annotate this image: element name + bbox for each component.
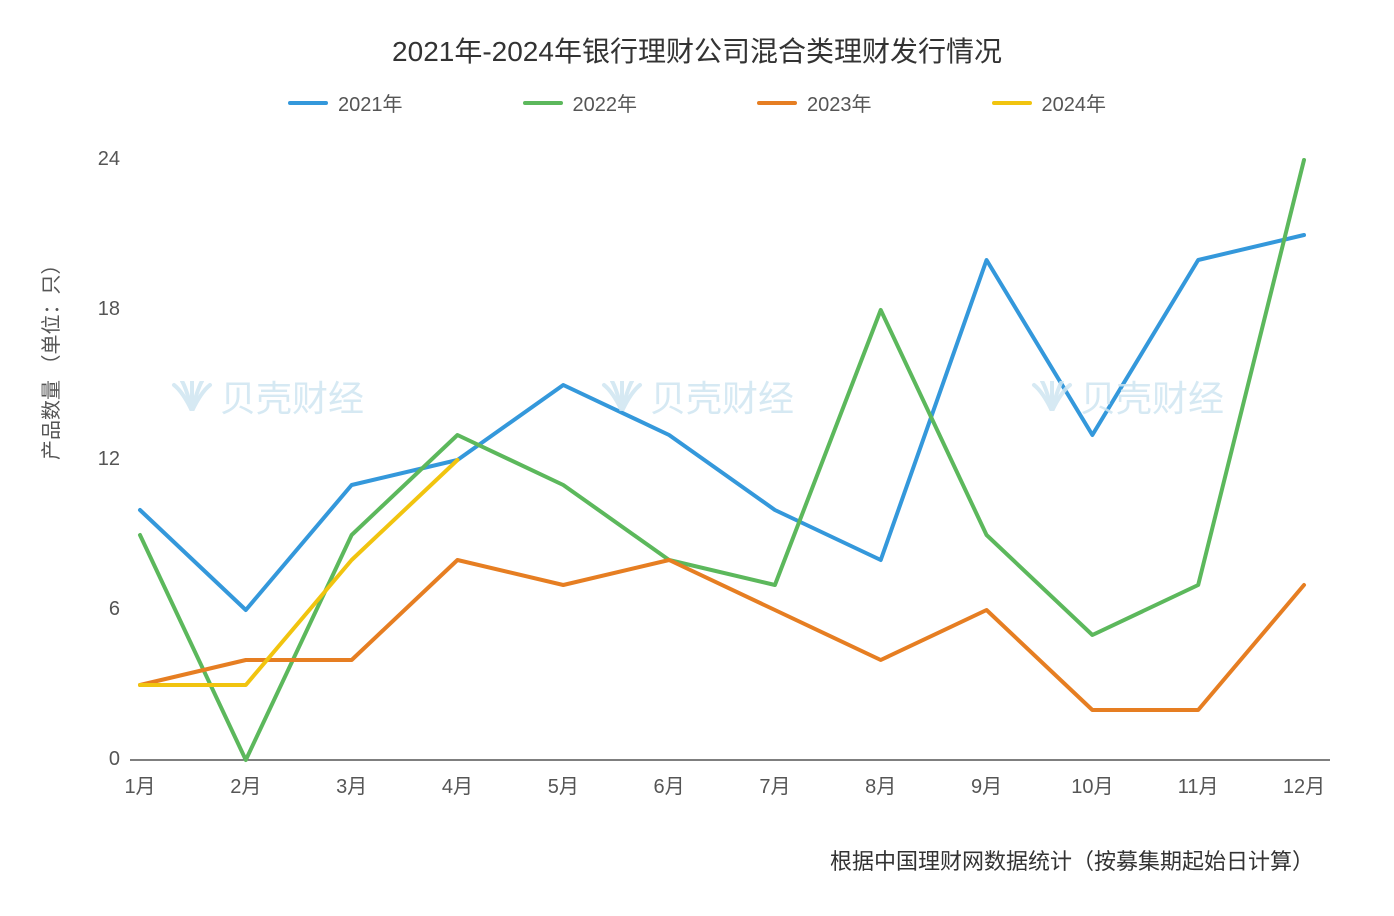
x-tick-label: 9月 bbox=[971, 770, 1002, 799]
legend-item: 2024年 bbox=[992, 88, 1107, 117]
legend-label: 2022年 bbox=[573, 88, 638, 117]
x-tick-label: 7月 bbox=[759, 770, 790, 799]
y-tick-label: 0 bbox=[80, 748, 120, 771]
legend-item: 2021年 bbox=[288, 88, 403, 117]
legend-label: 2021年 bbox=[338, 88, 403, 117]
x-tick-label: 1月 bbox=[124, 770, 155, 799]
x-tick-label: 11月 bbox=[1178, 770, 1219, 799]
series-line bbox=[140, 160, 1304, 760]
series-line bbox=[140, 235, 1304, 610]
y-axis-label: 产品数量 （单位：只） bbox=[35, 254, 64, 460]
x-tick-label: 4月 bbox=[442, 770, 473, 799]
series-line bbox=[140, 560, 1304, 710]
x-tick-label: 5月 bbox=[548, 770, 579, 799]
y-tick-label: 6 bbox=[80, 598, 120, 621]
x-tick-label: 2月 bbox=[230, 770, 261, 799]
x-tick-label: 10月 bbox=[1071, 770, 1113, 799]
legend-swatch bbox=[523, 101, 563, 105]
x-tick-label: 8月 bbox=[865, 770, 896, 799]
legend-item: 2022年 bbox=[523, 88, 638, 117]
line-series-svg bbox=[130, 160, 1330, 760]
y-tick-label: 18 bbox=[80, 298, 120, 321]
y-tick-label: 24 bbox=[80, 148, 120, 171]
legend-swatch bbox=[288, 101, 328, 105]
legend-swatch bbox=[992, 101, 1032, 105]
chart-title: 2021年-2024年银行理财公司混合类理财发行情况 bbox=[0, 0, 1394, 70]
footnote: 根据中国理财网数据统计（按募集期起始日计算） bbox=[830, 844, 1314, 876]
chart-container: 2021年-2024年银行理财公司混合类理财发行情况 2021年2022年202… bbox=[0, 0, 1394, 916]
legend: 2021年 2022年 2023年 2024年 bbox=[0, 88, 1394, 117]
x-tick-label: 6月 bbox=[654, 770, 685, 799]
legend-item: 2023年 bbox=[757, 88, 872, 117]
legend-label: 2024年 bbox=[1042, 88, 1107, 117]
x-tick-label: 3月 bbox=[336, 770, 367, 799]
plot-area bbox=[130, 160, 1330, 760]
y-tick-label: 12 bbox=[80, 448, 120, 471]
x-tick-label: 12月 bbox=[1283, 770, 1325, 799]
legend-swatch bbox=[757, 101, 797, 105]
legend-label: 2023年 bbox=[807, 88, 872, 117]
